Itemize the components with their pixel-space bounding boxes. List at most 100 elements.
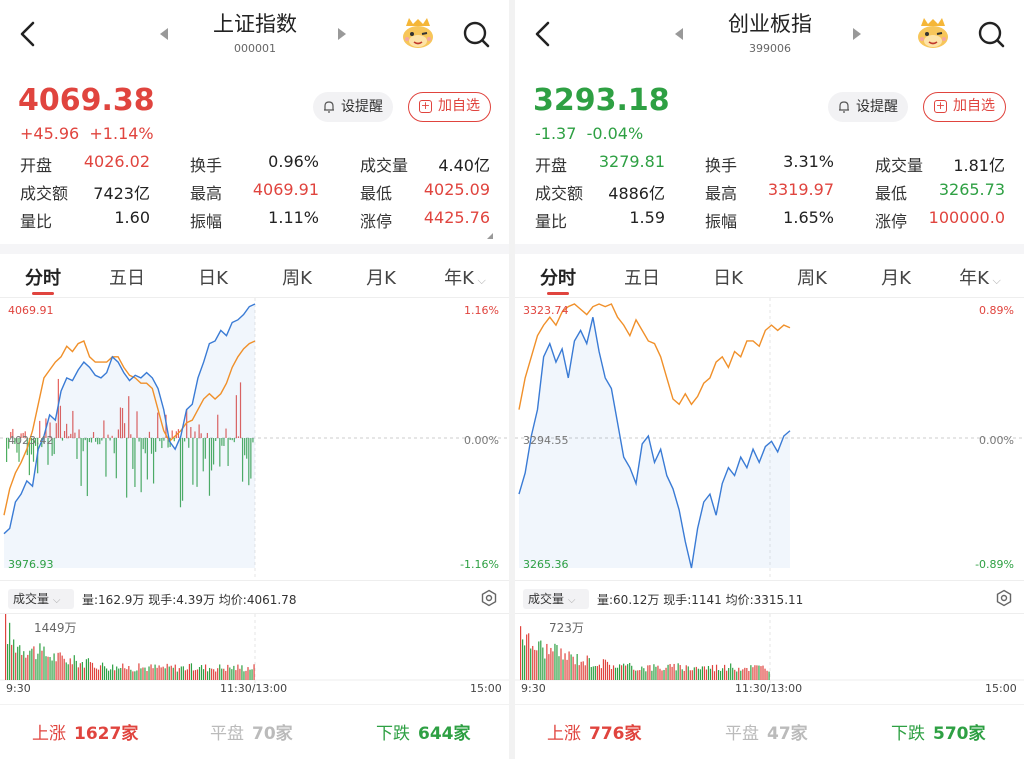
volume-bar: [101, 662, 104, 680]
volume-bar: [614, 667, 617, 680]
back-arrow-icon[interactable]: [531, 19, 557, 49]
tab-2[interactable]: 日K: [693, 264, 763, 290]
intraday-volume-bar: [213, 438, 215, 465]
intraday-volume-bar: [84, 438, 86, 441]
mascot-icon[interactable]: [915, 16, 951, 50]
tab-1[interactable]: 五日: [607, 264, 677, 290]
settings-hexagon-icon[interactable]: [480, 589, 498, 607]
chevron-down-icon: ⌵: [52, 595, 61, 606]
volume-bar: [251, 669, 253, 680]
search-icon[interactable]: [461, 19, 491, 49]
tab-3[interactable]: 周K: [777, 264, 847, 290]
stat-label: 成交额: [20, 184, 69, 203]
volume-bar: [75, 660, 77, 680]
expand-corner-icon[interactable]: [487, 233, 493, 239]
back-arrow-icon[interactable]: [16, 19, 42, 49]
volume-max-label: 723万: [549, 621, 584, 635]
volume-info: 量:60.12万 现手:1141 均价:3315.11: [597, 593, 804, 607]
volume-bar: [11, 644, 13, 680]
intraday-volume-bar: [99, 438, 101, 445]
next-index-arrow-icon[interactable]: [338, 28, 346, 40]
set-alert-button[interactable]: 设提醒: [828, 92, 908, 122]
tab-4[interactable]: 月K: [861, 264, 931, 290]
set-alert-button[interactable]: 设提醒: [313, 92, 393, 122]
intraday-volume-bar: [157, 412, 159, 438]
volume-bar: [118, 668, 120, 680]
volume-bar: [612, 665, 615, 680]
volume-bar: [164, 668, 166, 680]
volume-bar: [9, 622, 11, 680]
volume-bar: [685, 665, 687, 680]
volume-bar: [91, 662, 94, 680]
intraday-volume-bar: [148, 431, 151, 438]
chevron-down-icon: ⌵: [988, 274, 1001, 287]
volume-bar: [560, 648, 562, 680]
volume-bar: [715, 664, 718, 680]
intraday-volume-bar: [128, 396, 130, 438]
stat-label: 换手: [705, 156, 738, 175]
add-watchlist-button[interactable]: + 加自选: [923, 92, 1006, 122]
volume-selector-label: 成交量: [528, 592, 565, 606]
volume-bar: [586, 655, 588, 680]
tab-label: 日K: [198, 268, 228, 289]
volume-bar: [237, 664, 239, 680]
next-index-arrow-icon[interactable]: [853, 28, 861, 40]
index-panel-sse: 上证指数 000001 4069.38 +45.96 +1.14% 设提醒 + 加…: [0, 0, 509, 759]
intraday-volume-bar: [123, 423, 126, 438]
volume-bar: [691, 670, 693, 680]
volume-bar: [160, 667, 162, 680]
unchanged: 平盘 70家: [210, 719, 293, 744]
intraday-volume-bar: [80, 438, 82, 486]
stat-value: 1.60: [114, 208, 150, 227]
tab-2[interactable]: 日K: [178, 264, 248, 290]
tab-label: 月K: [881, 268, 911, 289]
volume-bar: [762, 665, 764, 680]
volume-bar: [55, 661, 57, 680]
volume-bar: [27, 654, 29, 680]
prev-index-arrow-icon[interactable]: [160, 28, 168, 40]
add-watchlist-button[interactable]: + 加自选: [408, 92, 491, 122]
tab-4[interactable]: 月K: [346, 264, 416, 290]
volume-bar: [703, 666, 706, 680]
volume-bar: [526, 634, 528, 680]
tab-0[interactable]: 分时: [8, 264, 78, 290]
intraday-volume-bar: [24, 431, 26, 438]
volume-bar: [116, 666, 118, 680]
volume-selector[interactable]: 成交量 ⌵: [8, 589, 74, 609]
tab-5[interactable]: 年K ⌵: [945, 264, 1015, 290]
volume-bar: [61, 655, 63, 680]
average-price-line: [3, 340, 256, 516]
header: 上证指数 000001: [0, 0, 509, 68]
volume-bar: [728, 668, 730, 680]
stat-value: 3319.97: [767, 180, 834, 199]
mascot-icon[interactable]: [400, 16, 436, 50]
settings-hexagon-icon[interactable]: [995, 589, 1013, 607]
stat-value: 100000.0: [928, 208, 1005, 227]
prev-index-arrow-icon[interactable]: [675, 28, 683, 40]
intraday-volume-bar: [233, 438, 235, 443]
intraday-volume-bar: [196, 438, 198, 487]
intraday-chart[interactable]: 3323.74 3294.55 3265.36 0.89% 0.00% -0.89%: [515, 298, 1024, 578]
intraday-volume-bar: [152, 438, 155, 484]
tab-3[interactable]: 周K: [262, 264, 332, 290]
volume-bar: [136, 670, 138, 680]
intraday-chart[interactable]: 4069.91 4023.42 3976.93 1.16% 0.00% -1.16%: [0, 298, 509, 578]
intraday-volume-bar: [138, 438, 140, 442]
tab-1[interactable]: 五日: [92, 264, 162, 290]
volume-bar: [31, 648, 33, 680]
search-icon[interactable]: [976, 19, 1006, 49]
stat-value: 3265.73: [938, 180, 1005, 199]
volume-selector[interactable]: 成交量 ⌵: [523, 589, 589, 609]
intraday-volume-bar: [208, 438, 211, 496]
intraday-volume-bar: [231, 438, 233, 441]
tab-5[interactable]: 年K ⌵: [430, 264, 500, 290]
volume-bar: [67, 664, 69, 680]
volume-bar: [227, 664, 229, 680]
volume-bar: [659, 668, 661, 680]
stat-label: 量比: [535, 212, 568, 231]
volume-bar: [63, 658, 65, 680]
volume-bar: [144, 667, 146, 680]
intraday-volume-bar: [161, 438, 163, 449]
tab-0[interactable]: 分时: [523, 264, 593, 290]
section-gap: [515, 244, 1024, 254]
